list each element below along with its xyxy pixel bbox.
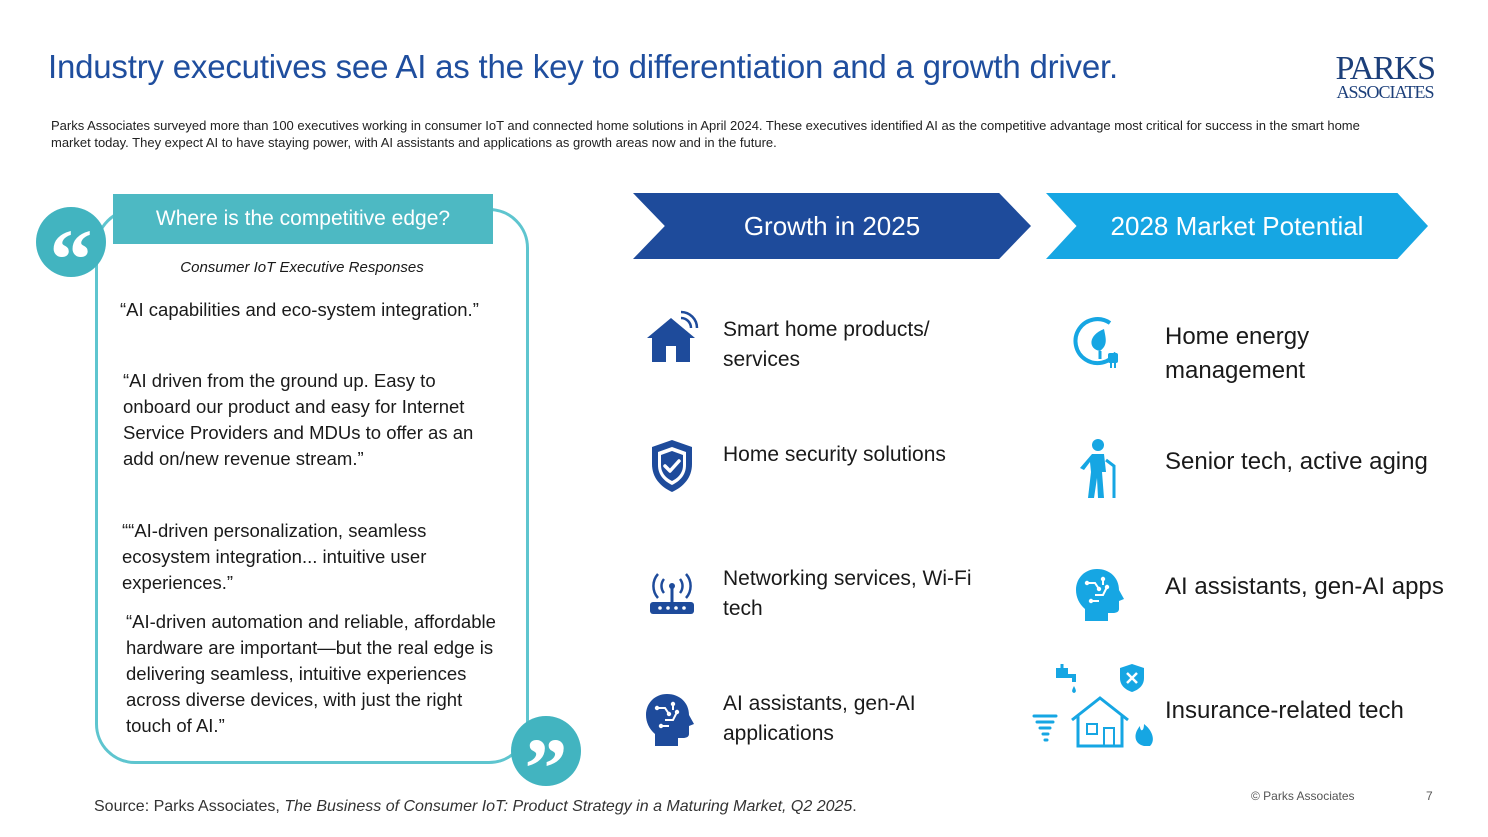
- growth-item-networking: Networking services, Wi-Fi tech: [723, 567, 972, 620]
- energy-plug-icon: [1073, 317, 1118, 368]
- quote-2: “AI driven from the ground up. Easy to o…: [123, 370, 474, 469]
- parks-associates-logo: PARKS ASSOCIATES: [1330, 50, 1440, 102]
- market-item-senior-tech: Senior tech, active aging: [1165, 448, 1428, 475]
- intro-paragraph: Parks Associates surveyed more than 100 …: [51, 118, 1360, 150]
- source-prefix: Source: Parks Associates,: [94, 798, 285, 815]
- market-item-insurance: Insurance-related tech: [1165, 697, 1404, 724]
- ai-head-icon: [646, 694, 694, 746]
- growth-item-ai-assistants: AI assistants, gen-AI applications: [723, 692, 916, 745]
- source-title: The Business of Consumer IoT: Product St…: [284, 798, 853, 815]
- source-suffix: .: [852, 798, 857, 815]
- market-item-home-energy: Home energy management: [1165, 323, 1310, 384]
- quote-4: “AI-driven automation and reliable, affo…: [126, 611, 496, 736]
- page-number: 7: [1426, 789, 1433, 803]
- close-quote-icon: ”: [511, 716, 581, 816]
- responses-subtitle: Consumer IoT Executive Responses: [180, 259, 424, 276]
- ai-head-icon: [1076, 569, 1124, 621]
- logo-line2: ASSOCIATES: [1336, 82, 1434, 102]
- market-2028-header: 2028 Market Potential: [1046, 193, 1428, 259]
- competitive-edge-banner: Where is the competitive edge?: [113, 194, 493, 244]
- quote-3: ““AI-driven personalization, seamless ec…: [122, 520, 427, 593]
- growth-item-smart-home: Smart home products/ services: [723, 318, 930, 371]
- insurance-house-icon: [1032, 664, 1153, 748]
- quote-1: “AI capabilities and eco-system integrat…: [120, 299, 479, 320]
- smart-home-icon: [647, 310, 699, 362]
- wifi-router-icon: [650, 573, 694, 614]
- source-citation: Source: Parks Associates, The Business o…: [94, 798, 857, 816]
- shield-check-icon: [652, 440, 692, 492]
- growth-2025-header: Growth in 2025: [633, 193, 1031, 259]
- market-item-ai-assistants: AI assistants, gen-AI apps: [1165, 573, 1444, 600]
- copyright: © Parks Associates: [1251, 789, 1355, 803]
- open-quote-icon: “: [36, 207, 106, 307]
- growth-item-home-security: Home security solutions: [723, 443, 946, 466]
- logo-line1: PARKS: [1335, 50, 1436, 87]
- senior-walking-icon: [1080, 439, 1116, 498]
- page-title: Industry executives see AI as the key to…: [48, 48, 1118, 85]
